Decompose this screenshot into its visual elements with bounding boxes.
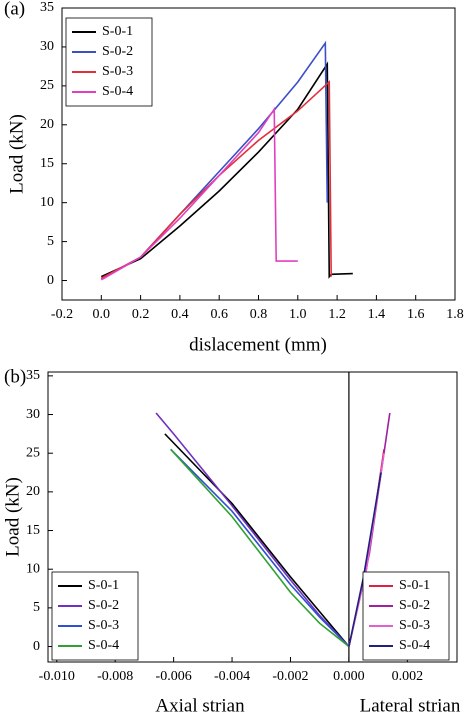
- y-tick-label: 25: [26, 445, 40, 460]
- series-line: [170, 448, 350, 648]
- y-axis-label: Load (kN): [6, 114, 27, 194]
- y-tick-label: 15: [26, 523, 40, 538]
- series-line: [100, 80, 332, 279]
- legend-label: S-0-2: [88, 598, 119, 613]
- x-tick-label: 1.2: [328, 307, 346, 322]
- y-tick-label: 10: [26, 561, 40, 576]
- y-tick-label: 25: [40, 78, 54, 93]
- legend-label: S-0-4: [88, 638, 119, 653]
- y-tick-label: 5: [33, 600, 40, 615]
- x-tick-label: -0.010: [39, 669, 75, 684]
- legend-label: S-0-2: [102, 44, 133, 59]
- y-tick-label: 35: [40, 0, 54, 15]
- panel-label: (b): [4, 366, 26, 387]
- x-axis-label: Axial strian: [155, 695, 245, 716]
- y-tick-label: 35: [26, 368, 40, 383]
- legend-label: S-0-4: [399, 638, 430, 653]
- y-axis-label: Load (kN): [2, 477, 23, 557]
- legend-label: S-0-3: [102, 64, 133, 79]
- y-tick-label: 20: [40, 117, 54, 132]
- y-tick-label: 30: [40, 39, 54, 54]
- plot-frame: [47, 371, 458, 663]
- legend-label: S-0-2: [399, 598, 430, 613]
- series-line: [164, 433, 350, 648]
- legend-label: S-0-3: [399, 618, 430, 633]
- y-tick-label: 20: [26, 484, 40, 499]
- x-tick-label: -0.008: [97, 669, 133, 684]
- x-tick-label: -0.002: [272, 669, 308, 684]
- series-line: [155, 412, 350, 648]
- legend-label: S-0-1: [399, 578, 430, 593]
- x-tick-label: 0.2: [132, 307, 150, 322]
- legend-label: S-0-1: [88, 578, 119, 593]
- x-tick-label: -0.006: [156, 669, 192, 684]
- x-axis-label: Lateral strian: [360, 695, 461, 716]
- series-line: [170, 448, 350, 648]
- x-tick-label: 1.4: [368, 307, 386, 322]
- x-tick-label: 0.4: [171, 307, 189, 322]
- y-tick-label: 0: [47, 273, 54, 288]
- x-tick-label: 0.6: [210, 307, 228, 322]
- x-tick-label: 1.0: [289, 307, 307, 322]
- y-tick-label: 30: [26, 407, 40, 422]
- x-tick-label: 0.0: [93, 307, 111, 322]
- y-tick-label: 0: [33, 639, 40, 654]
- y-tick-label: 10: [40, 195, 54, 210]
- x-tick-label: 0.000: [333, 669, 365, 684]
- legend-label: S-0-1: [102, 24, 133, 39]
- x-tick-label: -0.004: [214, 669, 250, 684]
- x-axis-label: dislacement (mm): [189, 334, 327, 355]
- panel-label: (a): [4, 0, 25, 19]
- x-tick-label: 0.002: [392, 669, 424, 684]
- x-tick-label: 1.8: [446, 307, 464, 322]
- x-tick-label: 0.8: [250, 307, 268, 322]
- y-tick-label: 15: [40, 156, 54, 171]
- series-line: [100, 61, 353, 279]
- y-tick-label: 5: [47, 234, 54, 249]
- series-line: [100, 106, 298, 281]
- legend-label: S-0-4: [102, 84, 133, 99]
- x-tick-label: -0.2: [51, 307, 73, 322]
- x-tick-label: 1.6: [407, 307, 425, 322]
- legend-label: S-0-3: [88, 618, 119, 633]
